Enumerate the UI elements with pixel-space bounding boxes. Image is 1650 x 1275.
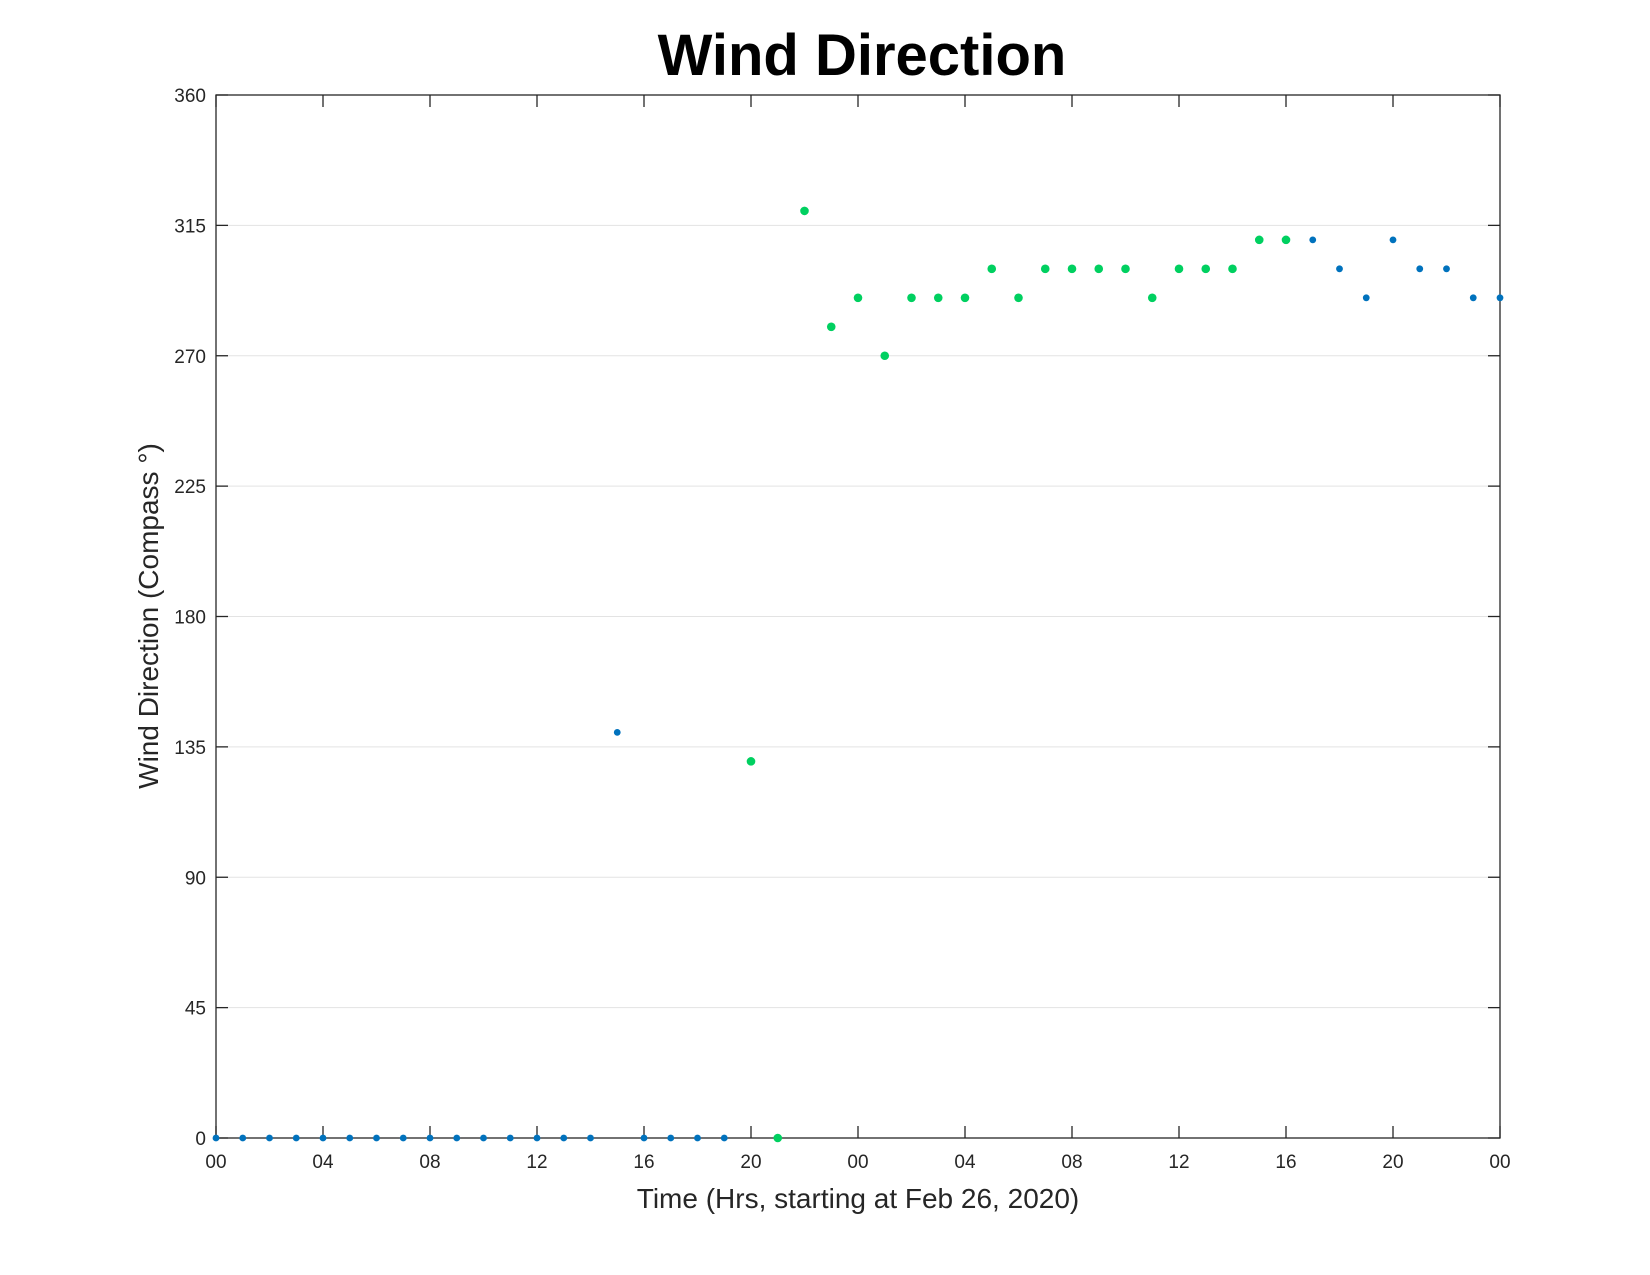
- data-point: [373, 1134, 380, 1142]
- data-point: [587, 1134, 594, 1142]
- data-point: [480, 1134, 487, 1142]
- data-point: [1389, 236, 1397, 244]
- data-point: [1067, 264, 1077, 274]
- x-axis-title: Time (Hrs, starting at Feb 26, 2020): [637, 1183, 1079, 1214]
- grid-lines: [216, 224, 1500, 1009]
- data-point: [1147, 293, 1157, 303]
- y-tick-label: 180: [174, 608, 206, 629]
- data-point: [1174, 264, 1184, 274]
- data-point: [826, 322, 836, 332]
- data-point: [1469, 294, 1477, 302]
- x-tick-label: 08: [1061, 1152, 1082, 1173]
- data-point: [506, 1134, 514, 1142]
- x-tick-label: 00: [1489, 1152, 1510, 1173]
- data-point: [720, 1134, 728, 1142]
- data-point: [239, 1134, 247, 1142]
- x-tick-label: 04: [954, 1152, 976, 1173]
- data-point: [1094, 264, 1104, 274]
- data-point: [426, 1134, 434, 1142]
- y-tick-label: 45: [185, 999, 206, 1020]
- data-point: [319, 1134, 327, 1142]
- data-point: [346, 1134, 354, 1142]
- y-tick-label: 135: [174, 738, 206, 759]
- data-point: [1228, 264, 1237, 274]
- y-axis-tick-labels: 0 45 90 135 180 225 270 315 360: [174, 86, 206, 1150]
- x-tick-label: 08: [419, 1152, 440, 1173]
- data-point: [266, 1134, 273, 1142]
- data-point: [746, 757, 756, 766]
- x-tick-label: 16: [633, 1152, 654, 1173]
- data-point: [933, 293, 943, 303]
- data-point: [533, 1134, 541, 1142]
- data-point: [399, 1134, 407, 1142]
- x-tick-label: 12: [526, 1152, 547, 1173]
- x-tick-label: 20: [1382, 1152, 1403, 1173]
- data-point: [1443, 265, 1450, 273]
- data-point: [960, 293, 970, 303]
- chart-title: Wind Direction: [658, 23, 1067, 88]
- axis-ticks: [215, 94, 1501, 1139]
- data-points: [212, 206, 1504, 1143]
- data-point: [613, 728, 621, 736]
- y-axis-title: Wind Direction (Compass °): [133, 443, 164, 789]
- x-axis-tick-labels: 00 04 08 12 16 20 00 04 08 12 16 20 00: [205, 1152, 1510, 1173]
- data-point: [1254, 235, 1264, 245]
- y-tick-label: 225: [174, 477, 206, 498]
- data-point: [853, 293, 863, 303]
- data-point: [453, 1134, 461, 1142]
- data-point: [640, 1134, 648, 1142]
- data-point: [1014, 293, 1023, 303]
- y-tick-label: 270: [174, 347, 206, 368]
- data-point: [292, 1134, 300, 1142]
- y-tick-label: 0: [195, 1129, 206, 1150]
- data-point: [694, 1134, 701, 1142]
- data-point: [1309, 236, 1317, 244]
- y-tick-label: 360: [174, 86, 206, 107]
- data-point: [1496, 294, 1504, 302]
- x-tick-label: 00: [205, 1152, 226, 1173]
- y-tick-label: 90: [185, 868, 206, 889]
- x-tick-label: 12: [1168, 1152, 1189, 1173]
- data-point: [987, 264, 997, 274]
- data-point: [1281, 235, 1291, 245]
- data-point: [907, 293, 916, 303]
- data-point: [880, 351, 890, 361]
- x-tick-label: 00: [847, 1152, 868, 1173]
- data-point: [560, 1134, 568, 1142]
- x-tick-label: 04: [312, 1152, 334, 1173]
- data-point: [1362, 294, 1370, 302]
- data-point: [1416, 265, 1424, 273]
- x-tick-label: 20: [740, 1152, 761, 1173]
- y-tick-label: 315: [174, 216, 206, 237]
- data-point: [1201, 264, 1211, 274]
- data-point: [773, 1133, 783, 1143]
- data-point: [212, 1134, 220, 1142]
- data-point: [667, 1134, 675, 1142]
- data-point: [1040, 264, 1050, 274]
- data-point: [1336, 265, 1343, 273]
- data-point: [1121, 264, 1130, 274]
- x-tick-label: 16: [1275, 1152, 1296, 1173]
- data-point: [800, 206, 809, 216]
